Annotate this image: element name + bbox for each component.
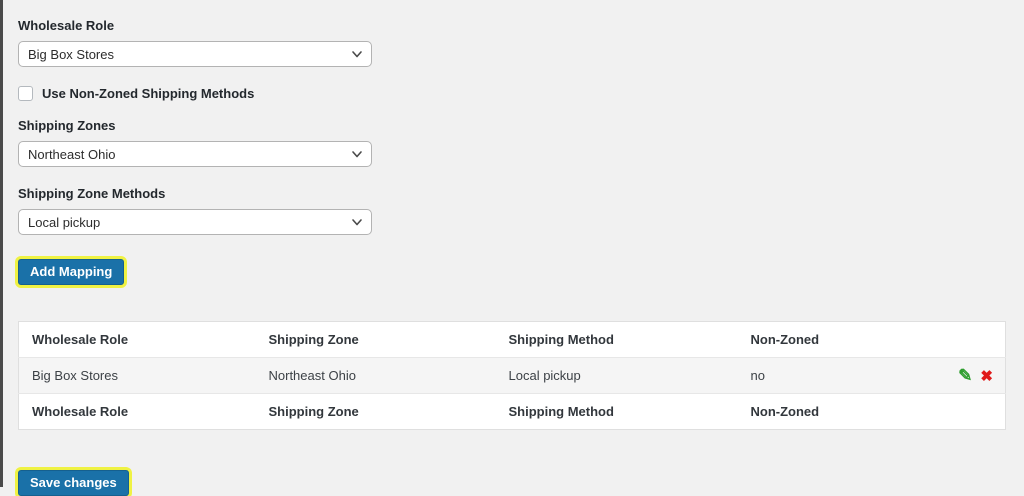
non-zoned-checkbox-label: Use Non-Zoned Shipping Methods [42,86,255,101]
delete-x-icon[interactable]: ✖ [980,368,993,385]
shipping-mapping-table: Wholesale Role Shipping Zone Shipping Me… [18,321,1006,430]
header-actions [938,322,1006,358]
cell-wholesale-role: Big Box Stores [18,357,256,394]
shipping-zone-methods-label: Shipping Zone Methods [18,186,166,201]
table-row: Big Box Stores Northeast Ohio Local pick… [18,357,1006,394]
non-zoned-checkbox-row: Use Non-Zoned Shipping Methods [18,86,1006,101]
table-footer-row: Wholesale Role Shipping Zone Shipping Me… [18,393,1006,430]
header-shipping-zone: Shipping Zone [268,332,359,347]
add-mapping-button[interactable]: Add Mapping [18,259,125,285]
cell-shipping-method: Local pickup [495,357,738,394]
header-non-zoned: Non-Zoned [750,332,820,347]
wholesale-role-label: Wholesale Role [18,18,115,33]
cell-actions: ✎ ✖ [937,357,1006,394]
shipping-zone-methods-select[interactable]: Local pickup [18,209,372,235]
non-zoned-checkbox[interactable] [18,86,33,101]
pencil-icon[interactable]: ✎ [958,366,973,385]
save-changes-button[interactable]: Save changes [18,470,129,496]
window-left-edge [0,0,3,487]
footer-shipping-zone: Shipping Zone [255,393,496,430]
cell-non-zoned: no [737,357,938,394]
wholesale-role-select-wrap: Big Box Stores [18,41,372,67]
shipping-zones-select-wrap: Northeast Ohio [18,141,372,167]
footer-shipping-method: Shipping Method [495,393,738,430]
header-shipping-method: Shipping Method [508,332,614,347]
shipping-zone-methods-select-wrap: Local pickup [18,209,372,235]
shipping-zones-label: Shipping Zones [18,118,116,133]
table-header-row: Wholesale Role Shipping Zone Shipping Me… [19,322,1006,358]
footer-non-zoned: Non-Zoned [737,393,938,430]
settings-panel: Wholesale Role Big Box Stores Use Non-Zo… [18,12,1006,496]
header-wholesale-role: Wholesale Role [32,332,129,347]
shipping-zones-select[interactable]: Northeast Ohio [18,141,372,167]
wholesale-role-select[interactable]: Big Box Stores [18,41,372,67]
cell-shipping-zone: Northeast Ohio [255,357,496,394]
footer-actions [937,393,1006,430]
footer-wholesale-role: Wholesale Role [18,393,256,430]
